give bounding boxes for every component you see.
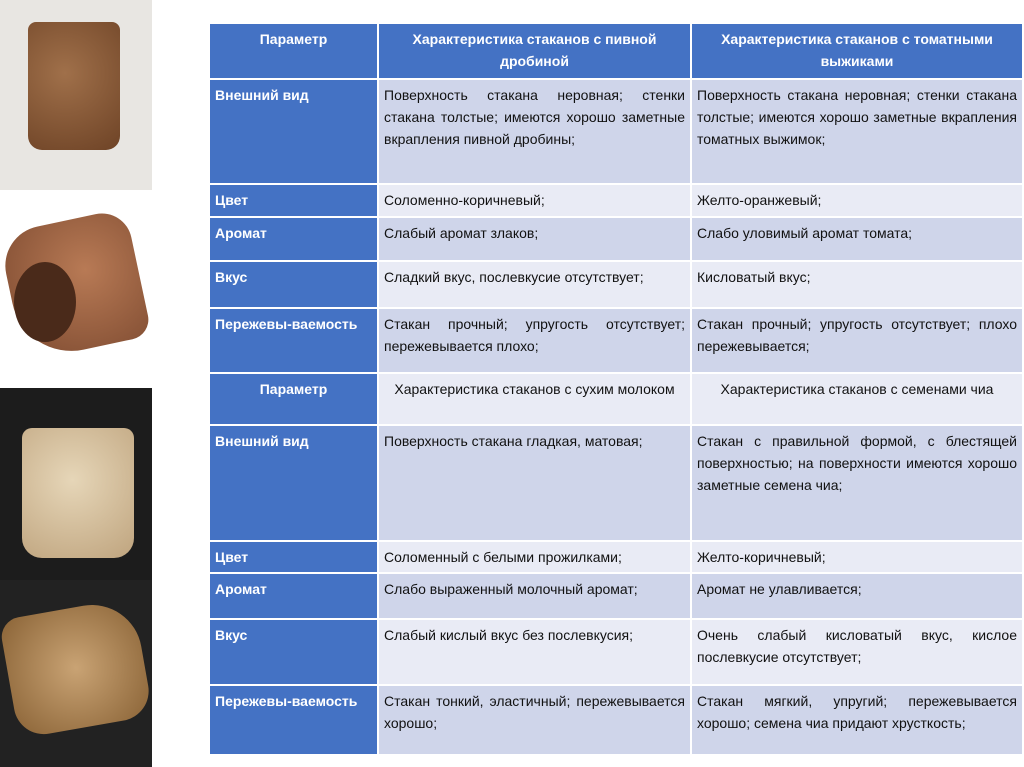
value-cell: Слабый аромат злаков; (377, 216, 692, 262)
parameter-cell: Внешний вид (208, 424, 379, 542)
value-cell: Соломенно-коричневый; (377, 183, 692, 218)
table-row: Вкус Сладкий вкус, послевкусие отсутствуе… (208, 260, 1024, 309)
table-row: Аромат Слабо выраженный молочный аромат; А… (208, 572, 1024, 620)
header-row: Параметр Характеристика стаканов с сухим … (208, 372, 1024, 426)
brewers-grain-cup-photo (0, 0, 152, 190)
table-row: Цвет Соломенно-коричневый; Желто-оранжевый… (208, 183, 1024, 218)
parameter-cell: Пережевы-ваемость (208, 684, 379, 756)
value-cell: Слабо выраженный молочный аромат; (377, 572, 692, 620)
value-cell: Кисловатый вкус; (690, 260, 1024, 309)
value-cell: Желто-коричневый; (690, 540, 1024, 574)
tomato-pomace-cup-photo (0, 190, 152, 386)
characteristics-table: Параметр Характеристика стаканов с пивной… (208, 22, 1024, 756)
table-row: Пережевы-ваемость Стакан тонкий, эластичн… (208, 684, 1024, 756)
value-cell: Поверхность стакана неровная; стенки ста… (377, 78, 692, 185)
parameter-cell: Вкус (208, 260, 379, 309)
parameter-cell: Аромат (208, 216, 379, 262)
value-cell: Соломенный с белыми прожилками; (377, 540, 692, 574)
value-cell: Стакан прочный; упругость отсутствует; п… (377, 307, 692, 374)
value-cell: Сладкий вкус, послевкусие отсутствует; (377, 260, 692, 309)
parameter-cell: Цвет (208, 540, 379, 574)
value-cell: Слабо уловимый аромат томата; (690, 216, 1024, 262)
value-cell: Стакан с правильной формой, с блестящей … (690, 424, 1024, 542)
column-header: Характеристика стаканов с семенами чиа (690, 372, 1024, 426)
table-row: Цвет Соломенный с белыми прожилками; Желто… (208, 540, 1024, 574)
column-header: Характеристика стаканов с томатными выжи… (690, 22, 1024, 80)
table-row: Аромат Слабый аромат злаков; Слабо уловимы… (208, 216, 1024, 262)
table-row: Пережевы-ваемость Стакан прочный; упругос… (208, 307, 1024, 374)
parameter-cell: Внешний вид (208, 78, 379, 185)
value-cell: Желто-оранжевый; (690, 183, 1024, 218)
column-header: Параметр (208, 372, 379, 426)
table-row: Внешний вид Поверхность стакана гладкая, … (208, 424, 1024, 542)
value-cell: Стакан тонкий, эластичный; пережевываетс… (377, 684, 692, 756)
dry-milk-cup-photo (0, 388, 152, 580)
table-row: Вкус Слабый кислый вкус без послевкусия; О… (208, 618, 1024, 686)
value-cell: Поверхность стакана гладкая, матовая; (377, 424, 692, 542)
parameter-cell: Аромат (208, 572, 379, 620)
chia-seed-cup-photo (0, 580, 152, 767)
value-cell: Стакан прочный; упругость отсутствует; п… (690, 307, 1024, 374)
column-header: Характеристика стаканов с сухим молоком (377, 372, 692, 426)
parameter-cell: Вкус (208, 618, 379, 686)
value-cell: Поверхность стакана неровная; стенки ста… (690, 78, 1024, 185)
value-cell: Аромат не улавливается; (690, 572, 1024, 620)
value-cell: Слабый кислый вкус без послевкусия; (377, 618, 692, 686)
table-row: Внешний вид Поверхность стакана неровная;… (208, 78, 1024, 185)
header-row: Параметр Характеристика стаканов с пивной… (208, 22, 1024, 80)
value-cell: Очень слабый кисловатый вкус, кислое пос… (690, 618, 1024, 686)
value-cell: Стакан мягкий, упругий; пережевывается х… (690, 684, 1024, 756)
column-header: Параметр (208, 22, 379, 80)
parameter-cell: Пережевы-ваемость (208, 307, 379, 374)
parameter-cell: Цвет (208, 183, 379, 218)
column-header: Характеристика стаканов с пивной дробино… (377, 22, 692, 80)
